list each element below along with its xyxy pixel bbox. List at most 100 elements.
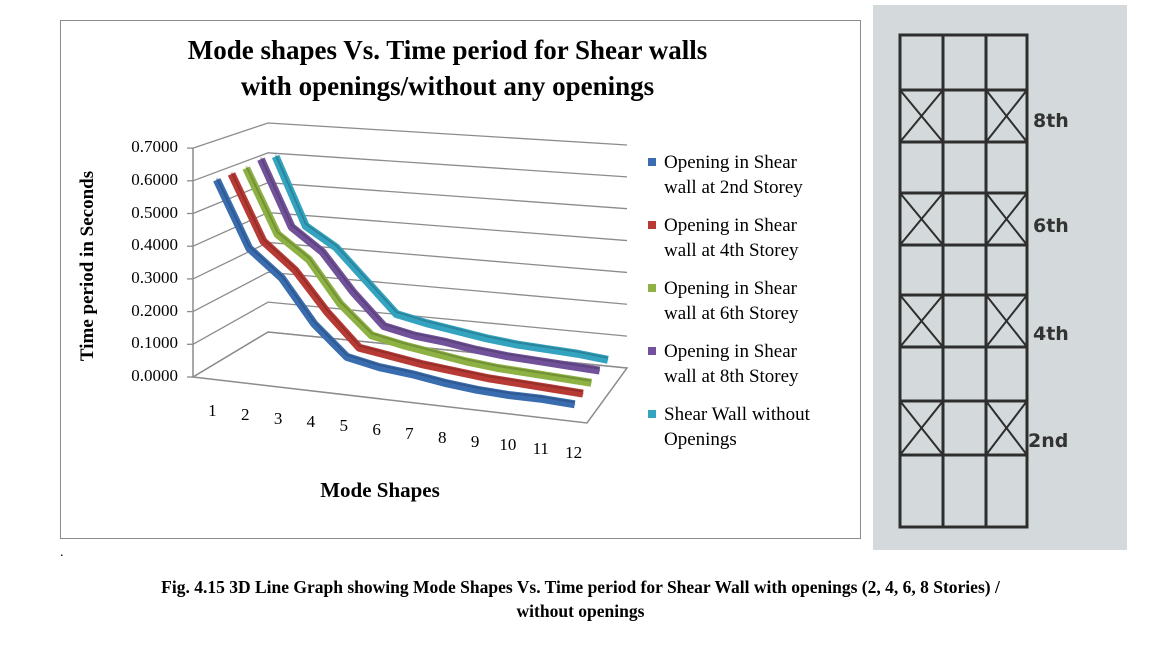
floor-plane xyxy=(190,331,629,424)
floor-label-4th: 4th xyxy=(1033,323,1069,345)
x-tick-label: 2 xyxy=(241,404,250,424)
x-tick-label: 10 xyxy=(499,435,517,455)
caption-line-2: without openings xyxy=(516,601,645,621)
x-tick-label: 1 xyxy=(208,400,217,420)
brace-line xyxy=(985,400,1028,456)
data-point xyxy=(590,382,592,384)
data-point xyxy=(275,155,277,157)
series-line-shade-3 xyxy=(245,165,592,382)
y-tick-label: 0.2000 xyxy=(131,300,178,320)
gridline xyxy=(192,122,628,149)
data-point xyxy=(444,382,446,384)
data-point xyxy=(454,370,456,372)
data-point xyxy=(476,389,478,391)
legend-swatch xyxy=(648,221,656,229)
data-point xyxy=(537,360,539,362)
data-point xyxy=(277,233,279,235)
data-point xyxy=(383,325,385,327)
floor-label-8th: 8th xyxy=(1033,110,1069,132)
data-point xyxy=(433,352,435,354)
data-point xyxy=(577,353,579,355)
data-point xyxy=(308,259,310,261)
series-line-4 xyxy=(257,157,601,375)
data-point xyxy=(390,355,392,357)
brace-line xyxy=(899,192,944,246)
legend-swatch xyxy=(648,410,656,418)
data-point xyxy=(346,356,348,358)
data-point xyxy=(335,246,337,248)
brace-line xyxy=(985,294,1028,348)
series-line-shade-2 xyxy=(230,171,584,393)
gridline xyxy=(192,152,628,182)
legend-label-line: Opening in Shear xyxy=(664,278,797,299)
data-point xyxy=(607,359,609,361)
y-tick-label: 0.3000 xyxy=(131,267,178,287)
legend-label-line: Shear Wall without xyxy=(664,404,810,425)
data-point xyxy=(262,240,264,242)
y-tick-label: 0.7000 xyxy=(131,137,178,157)
data-point xyxy=(411,373,413,375)
x-tick-label: 5 xyxy=(339,416,349,436)
data-point xyxy=(465,360,467,362)
floor-label-2nd: 2nd xyxy=(1028,430,1069,452)
data-point xyxy=(230,173,232,175)
brace-line xyxy=(899,294,944,348)
x-tick-label: 11 xyxy=(532,439,549,459)
series-line-shade-5 xyxy=(274,154,609,359)
data-point xyxy=(365,280,367,282)
data-point xyxy=(313,323,315,325)
legend-swatch xyxy=(648,158,656,166)
data-point xyxy=(395,313,397,315)
data-point xyxy=(506,355,508,357)
legend-label-line: Openings xyxy=(664,429,737,450)
legend-label-line: wall at 6th Storey xyxy=(664,303,799,324)
y-tick-label: 0.6000 xyxy=(131,169,178,189)
x-tick-label: 4 xyxy=(306,412,316,432)
data-point xyxy=(352,291,354,293)
x-axis-label: Mode Shapes xyxy=(320,478,440,502)
legend-swatch xyxy=(648,284,656,292)
x-tick-label: 12 xyxy=(565,443,583,463)
data-point xyxy=(402,344,404,346)
data-point xyxy=(541,398,543,400)
data-point xyxy=(518,382,520,384)
brace-line xyxy=(985,89,1028,143)
data-point xyxy=(358,347,360,349)
data-point xyxy=(378,366,380,368)
data-point xyxy=(339,303,341,305)
data-point xyxy=(216,179,218,181)
x-tick-label: 3 xyxy=(273,408,283,428)
data-point xyxy=(456,330,458,332)
data-point xyxy=(486,337,488,339)
chart-frame xyxy=(60,20,861,539)
data-point xyxy=(371,334,373,336)
series-line-5 xyxy=(271,154,609,364)
legend-label-line: Opening in Shear xyxy=(664,215,797,236)
data-point xyxy=(486,377,488,379)
data-point xyxy=(426,322,428,324)
data-point xyxy=(496,367,498,369)
brace-line xyxy=(899,89,944,143)
caption-line-1: Fig. 4.15 3D Line Graph showing Mode Sha… xyxy=(161,577,1000,597)
data-point xyxy=(422,363,424,365)
data-point xyxy=(281,277,283,279)
y-tick-label: 0.5000 xyxy=(131,202,178,222)
data-point xyxy=(550,387,552,389)
data-point xyxy=(582,393,584,395)
legend-swatch xyxy=(648,347,656,355)
data-point xyxy=(516,344,518,346)
data-point xyxy=(546,348,548,350)
data-point xyxy=(509,394,511,396)
gridline xyxy=(192,301,628,345)
legend-label-line: Opening in Shear xyxy=(664,341,797,362)
data-point xyxy=(291,226,293,228)
chart-title-line-2: with openings/without any openings xyxy=(240,71,655,101)
x-tick-label: 9 xyxy=(470,431,480,451)
data-point xyxy=(445,341,447,343)
stray-dot: . xyxy=(60,545,64,560)
data-point xyxy=(574,403,576,405)
y-tick-label: 0.0000 xyxy=(131,366,178,385)
legend-label-line: wall at 2nd Storey xyxy=(664,177,803,198)
series-line-shade-1 xyxy=(215,177,575,404)
x-tick-label: 6 xyxy=(372,420,381,440)
